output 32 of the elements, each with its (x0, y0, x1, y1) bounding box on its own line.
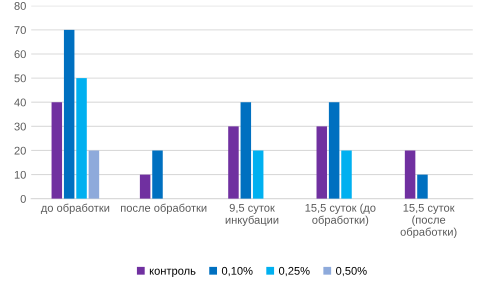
y-tick-label: 40 (14, 98, 26, 106)
y-tick-label: 50 (14, 74, 26, 82)
bar (152, 150, 163, 199)
bar (52, 102, 62, 199)
x-tick-label: до обработки (40, 204, 110, 214)
x-tick-label: 9,5 суток инкубации (226, 204, 278, 226)
bar (140, 174, 150, 199)
bar (252, 150, 264, 199)
y-tick-label: 60 (14, 50, 26, 58)
bar (316, 126, 328, 199)
legend-label: 0,50% (336, 266, 367, 276)
x-tick-label: 15,5 суток (после обработки) (400, 204, 456, 238)
x-tick-label: 15,5 суток (до обработки) (306, 204, 376, 226)
bar (76, 78, 87, 199)
y-tick-label: 10 (14, 170, 26, 179)
bar (228, 126, 239, 199)
legend-label: 0,10% (222, 266, 253, 276)
bar (328, 102, 340, 199)
bar (64, 30, 74, 199)
y-tick-label: 70 (14, 26, 26, 34)
x-tick-label: после обработки (121, 204, 206, 214)
legend-label: 0,25% (278, 266, 310, 276)
y-tick-label: 80 (14, 2, 26, 10)
legend-label: контроль (150, 268, 196, 277)
bar (240, 102, 252, 199)
y-tick-label: 30 (14, 122, 26, 130)
y-tick-label: 0 (20, 194, 26, 203)
y-tick-label: 20 (14, 146, 26, 155)
bar (417, 174, 428, 199)
bar (404, 150, 416, 199)
bar (341, 150, 352, 199)
bar (88, 150, 100, 199)
